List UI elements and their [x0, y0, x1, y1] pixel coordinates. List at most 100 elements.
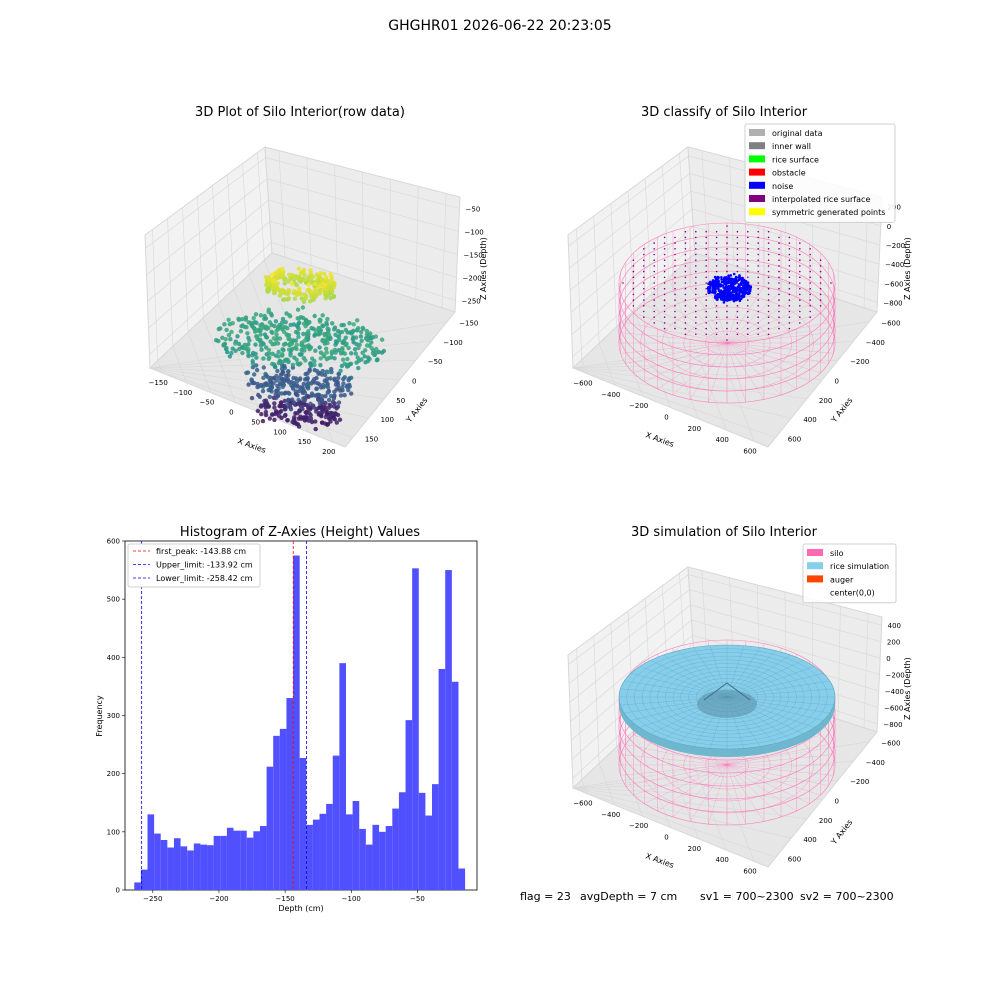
- data-point: [252, 380, 257, 386]
- figure-title: GHGHR01 2026-06-22 20:23:05: [388, 18, 612, 34]
- data-point: [282, 281, 287, 286]
- z-tick-label: −400: [885, 688, 904, 696]
- data-point: [359, 329, 364, 335]
- interpolated-point: [736, 322, 739, 324]
- data-point: [333, 382, 339, 387]
- interpolated-point: [757, 242, 759, 244]
- interpolated-point: [788, 282, 791, 284]
- interpolated-point: [778, 299, 780, 301]
- data-point: [349, 351, 354, 356]
- interpolated-point: [799, 253, 801, 256]
- data-point: [302, 273, 307, 278]
- interpolated-point: [705, 287, 707, 290]
- interpolated-point: [767, 259, 770, 262]
- legend-label: rice surface: [772, 155, 819, 164]
- data-point: [326, 397, 332, 403]
- data-point: [356, 358, 362, 363]
- z-tick-label: −600: [884, 704, 903, 712]
- data-point: [307, 411, 312, 416]
- data-point: [283, 320, 288, 325]
- data-point: [311, 405, 316, 410]
- interpolated-point: [695, 316, 697, 319]
- interpolated-point: [757, 333, 759, 336]
- y-tick-label: −600: [881, 740, 900, 748]
- y-tick-label: 300: [107, 712, 120, 720]
- histogram-bar: [326, 803, 333, 890]
- x-tick-label: 200: [322, 448, 335, 456]
- data-point: [340, 357, 346, 362]
- legend-swatch: [807, 549, 823, 556]
- z-tick-label: 200: [887, 639, 900, 647]
- data-point: [265, 374, 270, 380]
- interpolated-point: [674, 265, 676, 267]
- interpolated-point: [767, 253, 770, 256]
- legend-label: Lower_limit: -258.42 cm: [156, 574, 253, 583]
- interpolated-point: [663, 270, 666, 273]
- interpolated-point: [778, 293, 780, 296]
- interpolated-point: [778, 270, 780, 273]
- noise-point: [710, 283, 714, 287]
- legend-swatch: [749, 181, 765, 189]
- x-tick-label: 100: [273, 428, 286, 436]
- x-tick-label: −150: [276, 895, 295, 903]
- silo-spoke: [708, 342, 728, 403]
- x-tick-labels: −150 −100 −50 0 50 100 150 200: [149, 379, 336, 456]
- silo-spoke: [726, 764, 765, 822]
- histogram-bar: [253, 831, 260, 890]
- data-point: [316, 371, 321, 376]
- y-tick-label: −400: [866, 759, 885, 767]
- data-point: [266, 347, 272, 353]
- legend-swatch: [749, 129, 765, 136]
- interpolated-point: [674, 299, 676, 301]
- data-point: [255, 408, 261, 414]
- data-point: [281, 342, 287, 347]
- histogram-bar: [293, 555, 300, 890]
- noise-point: [713, 287, 717, 290]
- z-tick-label: −800: [883, 721, 902, 729]
- interpolated-point: [799, 270, 801, 273]
- data-point: [356, 326, 361, 331]
- histogram-bar: [213, 835, 221, 890]
- noise-point: [721, 295, 725, 298]
- data-point: [329, 369, 334, 375]
- interpolated-point: [632, 305, 635, 307]
- data-point: [261, 365, 266, 370]
- data-point: [310, 393, 315, 398]
- grid-line: [149, 367, 369, 419]
- data-point: [262, 403, 268, 408]
- data-point: [233, 341, 238, 346]
- data-point: [325, 390, 330, 395]
- z-tick-label: 0: [887, 223, 891, 231]
- interpolated-point: [705, 310, 707, 313]
- interpolated-point: [747, 316, 749, 319]
- data-point: [346, 387, 351, 393]
- data-point: [270, 272, 275, 277]
- data-point: [286, 288, 291, 293]
- x-tick-label: 0: [664, 414, 668, 422]
- data-point: [271, 278, 276, 284]
- data-point: [324, 275, 329, 280]
- data-point: [252, 372, 257, 377]
- data-point: [356, 345, 361, 351]
- reference-lines: [141, 541, 307, 890]
- y-tick-label: −200: [850, 778, 869, 786]
- interpolated-point: [705, 265, 707, 267]
- noise-point: [743, 285, 746, 289]
- interpolated-point: [736, 253, 739, 256]
- z-tick-label: −100: [465, 229, 484, 237]
- data-point: [368, 331, 373, 336]
- z-tick-label: −200: [886, 672, 905, 680]
- data-point: [266, 404, 271, 409]
- interpolated-point: [663, 299, 666, 301]
- interpolated-point: [643, 293, 645, 296]
- interpolated-point: [736, 327, 739, 330]
- interpolated-point: [747, 265, 749, 267]
- y-tick-labels: 150 100 50 0 −50 −100 −150: [365, 320, 479, 444]
- data-point: [332, 327, 337, 332]
- interpolated-point: [767, 287, 770, 290]
- histogram-bar: [147, 814, 155, 890]
- legend-swatch: [749, 208, 765, 216]
- interpolated-point: [778, 316, 780, 319]
- silo-spoke: [672, 764, 728, 818]
- interpolated-point: [736, 333, 739, 336]
